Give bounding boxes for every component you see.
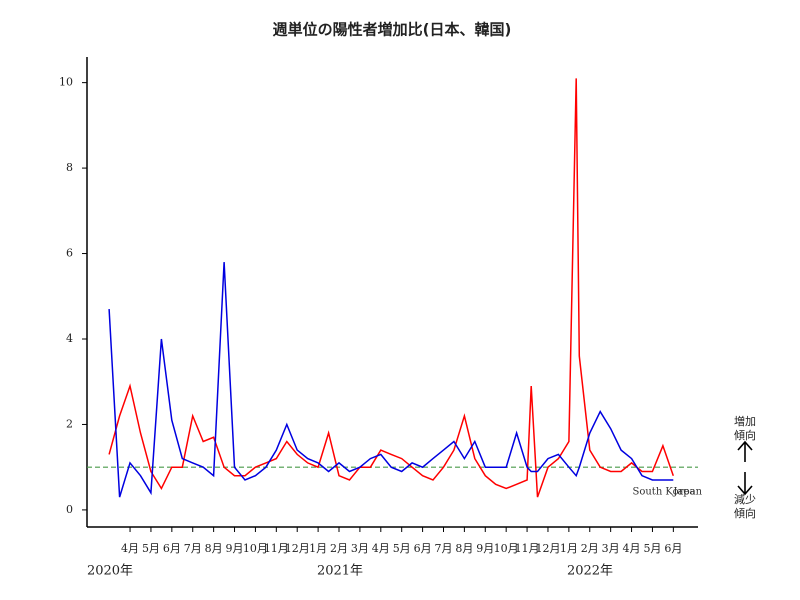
legend-label: South Korea [632,487,695,498]
y-tick-label: 6 [66,247,73,260]
y-tick-label: 8 [66,161,73,174]
annotation: 減少 [734,492,756,506]
y-tick-label: 0 [66,503,73,516]
x-tick-label: 5月 [142,542,160,555]
x-tick-label: 3月 [602,542,620,555]
y-tick-label: 2 [66,417,73,430]
series-line [108,262,674,498]
x-tick-label: 9月 [226,542,244,555]
x-tick-label: 12月 [535,542,560,555]
x-tick-label: 7月 [434,542,452,555]
y-tick-label: 10 [59,76,73,89]
x-tick-label: 11月 [264,542,289,555]
arrow-down [737,472,753,496]
chart-title: 週単位の陽性者増加比(日本、韓国) [273,21,512,39]
x-tick-label: 4月 [623,542,641,555]
x-tick-label: 12月 [285,542,310,555]
x-tick-label: 11月 [515,542,540,555]
annotation: 傾向 [734,506,756,520]
year-label: 2020年 [87,564,133,579]
x-tick-label: 4月 [372,542,390,555]
year-label: 2021年 [317,564,363,579]
arrow-up [737,440,753,462]
x-tick-label: 1月 [309,542,327,555]
x-tick-label: 5月 [393,542,411,555]
x-tick-label: 1月 [560,542,578,555]
x-tick-label: 6月 [664,542,682,555]
annotation: 傾向 [734,428,756,442]
x-tick-label: 8月 [205,542,223,555]
x-tick-label: 2月 [581,542,599,555]
legend-label: Japan [672,487,702,498]
x-tick-label: 8月 [455,542,473,555]
x-tick-label: 5月 [643,542,661,555]
x-tick-label: 6月 [414,542,432,555]
x-tick-label: 10月 [494,542,519,555]
annotation: 増加 [734,415,756,428]
series-line [108,78,675,498]
y-tick-label: 4 [66,332,73,345]
x-tick-label: 4月 [121,542,139,555]
x-tick-label: 2月 [330,542,348,555]
x-tick-label: 7月 [184,542,202,555]
x-tick-label: 9月 [476,542,494,555]
year-label: 2022年 [567,564,613,579]
x-tick-label: 3月 [351,542,369,555]
x-tick-label: 6月 [163,542,181,555]
x-tick-label: 10月 [243,542,268,555]
